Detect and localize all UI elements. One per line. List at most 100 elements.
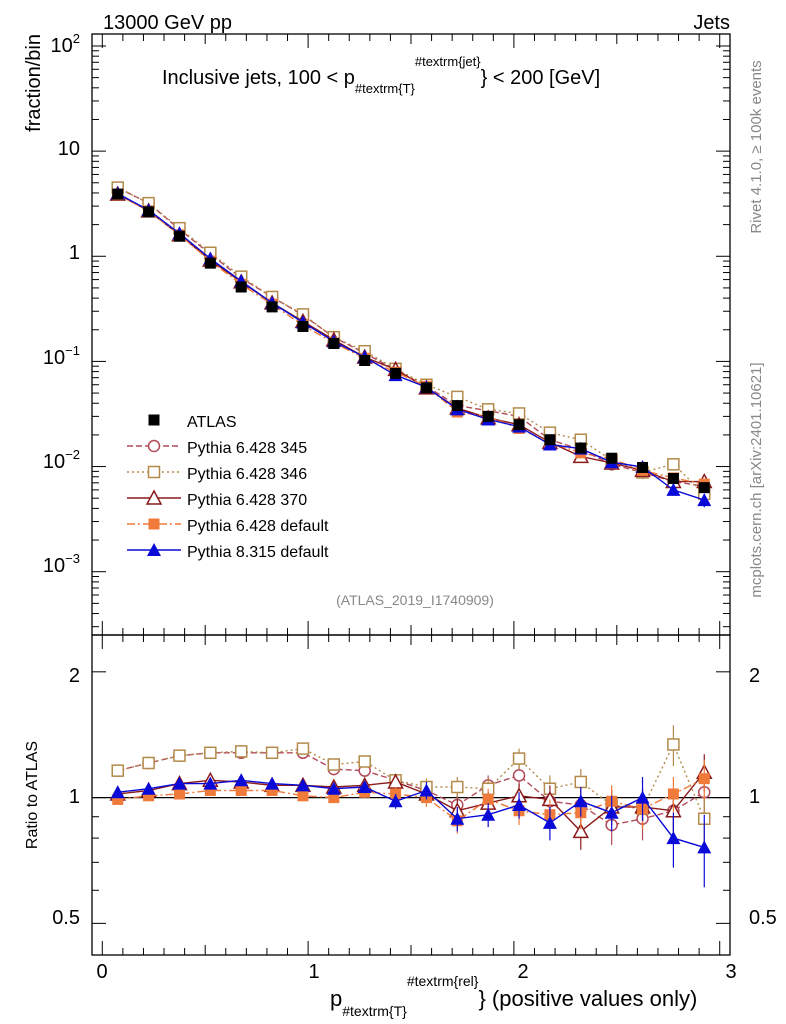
series-2-ratio-line <box>117 742 705 819</box>
legend-entry-pythia6-default: Pythia 6.428 default <box>127 518 329 535</box>
series-0-upper-point <box>420 382 432 394</box>
series-2-ratio-point <box>451 780 464 794</box>
header-jets: Jets <box>693 12 730 34</box>
series-5-ratio-line <box>117 779 705 849</box>
series-0-upper-point <box>637 461 649 473</box>
legend-entry-pythia8-default: Pythia 8.315 default <box>127 543 329 561</box>
x-tick-label-0: 0 <box>96 961 107 983</box>
ratio-tick-label-0p5-left: 0.5 <box>52 907 80 929</box>
series-0-upper-point <box>606 452 618 464</box>
legend-marker-atlas <box>148 414 160 426</box>
series-0-upper-point <box>698 482 710 494</box>
mcplots-label: mcplots.cern.ch [arXiv:2401.10621] <box>748 362 765 597</box>
y-tick-label-0p01: 10−2 <box>43 447 80 473</box>
ratio-tick-label-1-right: 1 <box>749 786 760 808</box>
title-main: Inclusive jets, 100 < p <box>162 67 355 89</box>
ratio-y-tick-labels: 2 1 0.5 2 1 0.5 <box>52 665 777 929</box>
series-5-ratio-point <box>388 794 403 808</box>
title-sup: #textrm{jet} <box>415 54 481 69</box>
upper-y-tick-labels: 102 10 1 10−1 10−2 10−3 <box>43 31 80 577</box>
ratio-frame <box>91 634 731 956</box>
series-5-ratio-point <box>419 783 434 797</box>
series-3-ratio <box>109 754 713 850</box>
series-5-ratio-point <box>481 807 496 821</box>
legend-marker <box>145 489 163 505</box>
series-5-ratio-point <box>141 781 156 795</box>
legend-entry-pythia6-345: Pythia 6.428 345 <box>127 439 307 457</box>
series-0-upper-point <box>482 410 494 422</box>
series-2-ratio-point <box>265 746 279 760</box>
series-4-ratio-point <box>297 790 309 802</box>
legend-entry-pythia6-370: Pythia 6.428 370 <box>127 489 307 509</box>
series-2-ratio-point <box>574 775 588 789</box>
series-5-ratio <box>110 773 712 888</box>
x-tick-label-1: 1 <box>308 961 319 983</box>
legend-marker <box>148 518 160 530</box>
series-4-ratio-point <box>266 784 278 796</box>
legend-entry-atlas: ATLAS <box>148 414 237 431</box>
upper-series-group <box>109 181 713 508</box>
legend-marker <box>147 543 161 556</box>
series-0-upper-point <box>575 442 587 454</box>
series-5-ratio-point <box>635 790 650 804</box>
upper-axis-ticks <box>92 34 730 635</box>
y-tick-label-1: 1 <box>69 242 80 264</box>
ratio-tick-label-2-left: 2 <box>69 665 80 687</box>
series-5-ratio-point <box>357 780 372 794</box>
x-axis-label: p#textrm{T}#textrm{rel}} (positive value… <box>330 973 697 1019</box>
series-0-upper-point <box>451 400 463 412</box>
series-0-upper-point <box>235 281 247 293</box>
series-4-ratio-point <box>667 788 679 800</box>
series-0-upper-point <box>297 320 309 332</box>
series-0-upper-point <box>513 419 525 431</box>
legend-swatch-pythia6-370 <box>127 489 181 505</box>
x-tick-labels: 0 1 2 3 <box>96 961 736 983</box>
series-5-ratio-point <box>666 831 681 845</box>
analysis-watermark: (ATLAS_2019_I1740909) <box>336 592 494 608</box>
legend-label-pythia6-default: Pythia 6.428 default <box>187 518 329 535</box>
header-energy: 13000 GeV pp <box>103 12 232 34</box>
ratio-ylabel: Ratio to ATLAS <box>24 741 41 849</box>
legend-label-pythia6-345: Pythia 6.428 345 <box>187 440 307 457</box>
upper-ylabel: fraction/bin <box>23 34 45 132</box>
ratio-tick-label-1-left: 1 <box>69 786 80 808</box>
series-5-upper <box>110 186 712 508</box>
ratio-tick-label-0p5-right: 0.5 <box>749 907 777 929</box>
series-0-upper-point <box>173 230 185 242</box>
series-4-ratio-point <box>328 792 340 804</box>
series-0-upper-point <box>328 338 340 350</box>
y-tick-label-0p001: 10−3 <box>43 551 80 577</box>
title-sub: #textrm{T} <box>355 81 416 96</box>
series-5-upper-point <box>666 482 681 496</box>
x-tick-label-3: 3 <box>725 961 736 983</box>
series-2-ratio-point <box>142 756 155 770</box>
y-tick-label-100: 102 <box>51 31 80 57</box>
legend-label-pythia6-370: Pythia 6.428 370 <box>187 492 307 509</box>
series-4-ratio-point <box>482 793 494 805</box>
series-5-ratio-point <box>234 773 249 787</box>
series-2-ratio-point <box>173 749 186 762</box>
series-2-upper-point <box>667 458 680 471</box>
series-5-ratio-point <box>573 794 588 808</box>
series-5-ratio-point <box>542 815 557 829</box>
legend-label-atlas: ATLAS <box>187 414 237 431</box>
series-2-ratio-point <box>512 752 526 765</box>
ratio-series-group <box>109 725 713 888</box>
series-2-ratio-point <box>667 738 680 751</box>
legend-marker <box>147 439 161 453</box>
series-0-upper-point <box>266 301 278 313</box>
series-3-upper-line <box>117 193 705 483</box>
y-tick-label-0p1: 10−1 <box>43 343 80 369</box>
x-tick-label-2: 2 <box>517 961 528 983</box>
series-5-ratio-point <box>203 776 218 790</box>
legend-marker <box>147 465 161 479</box>
series-0-upper-point <box>667 472 679 484</box>
series-5-ratio-point <box>295 778 310 792</box>
legend-entry-pythia6-346: Pythia 6.428 346 <box>127 465 307 483</box>
series-0-upper-point <box>359 355 371 367</box>
series-5-ratio-point <box>604 805 619 819</box>
series-5-ratio-point <box>512 798 527 812</box>
legend-swatch-atlas <box>148 414 160 426</box>
ratio-axis-ticks <box>92 635 730 955</box>
